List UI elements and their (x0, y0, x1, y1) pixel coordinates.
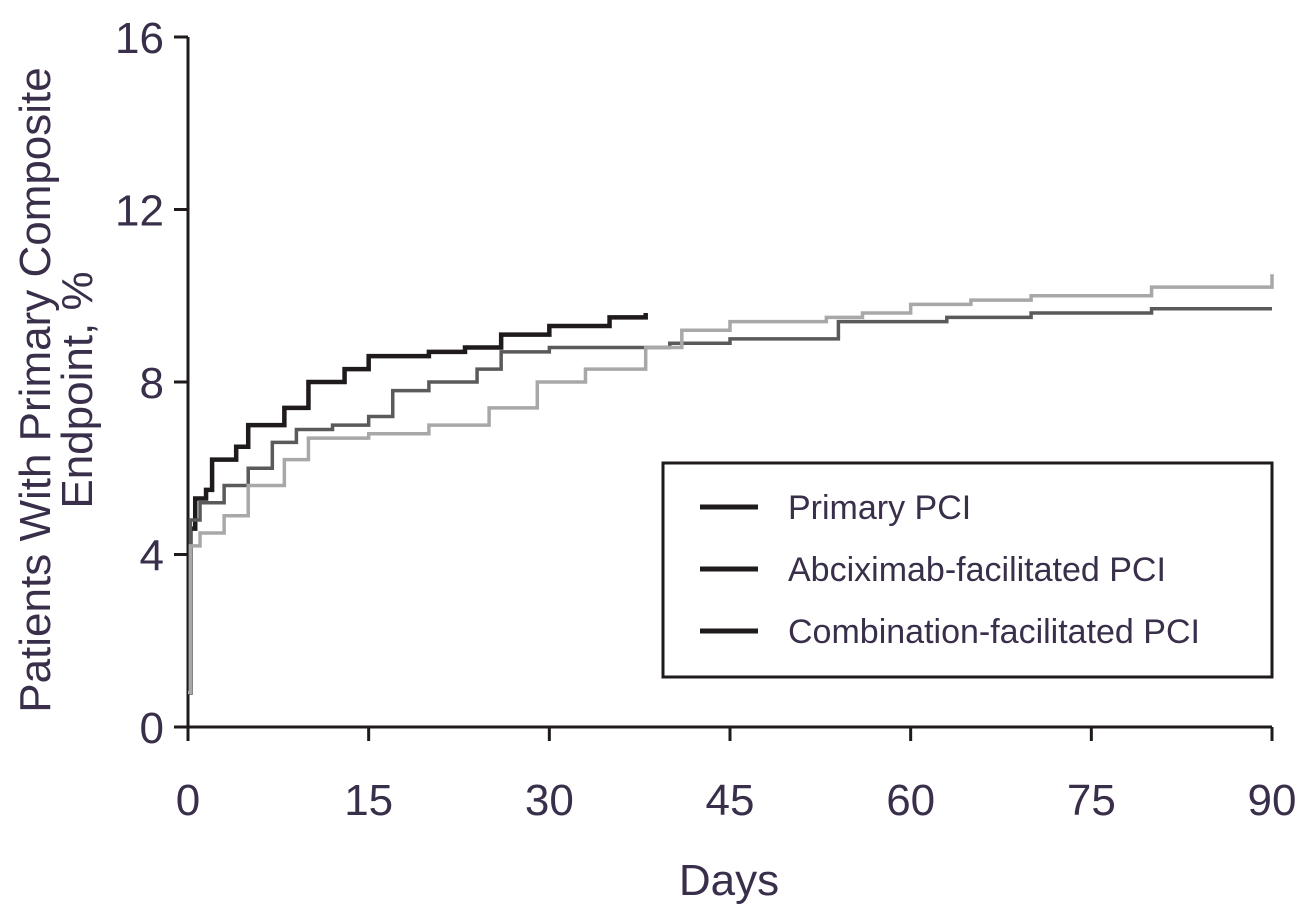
x-axis-title: Days (679, 856, 779, 905)
x-tick-label: 75 (1067, 776, 1116, 825)
legend-label-2: Abciximab-facilitated PCI (788, 551, 1166, 589)
x-tick-label: 0 (176, 776, 200, 825)
legend-label-3: Combination-facilitated PCI (788, 613, 1200, 651)
series-line-1 (188, 313, 648, 695)
series-layer (188, 274, 1274, 695)
legend-box (661, 461, 1274, 679)
y-tick-label: 16 (115, 14, 164, 63)
legend-label-1: Primary PCI (788, 489, 971, 527)
x-tick-label: 60 (886, 776, 935, 825)
y-tick-label: 8 (140, 359, 164, 408)
y-axis-title: Patients With Primary CompositeEndpoint,… (11, 67, 102, 713)
series-line-2 (188, 306, 1272, 695)
y-tick-label: 4 (140, 532, 164, 581)
series-line-3 (188, 274, 1274, 695)
y-axis-title-text: Patients With Primary CompositeEndpoint,… (11, 67, 102, 713)
ticks: 0 4 8 12 16 0 15 30 45 60 75 90 (115, 14, 1296, 825)
y-axis-title-line: Endpoint, % (53, 271, 102, 508)
legend: Primary PCI Abciximab-facilitated PCI Comb… (661, 461, 1274, 679)
x-tick-label: 15 (344, 776, 393, 825)
y-axis-title-line: Patients With Primary Composite (11, 67, 60, 713)
x-tick-label: 30 (525, 776, 574, 825)
x-tick-label: 45 (706, 776, 755, 825)
x-tick-label: 90 (1248, 776, 1297, 825)
y-tick-label: 12 (115, 187, 164, 236)
y-tick-label: 0 (140, 704, 164, 753)
